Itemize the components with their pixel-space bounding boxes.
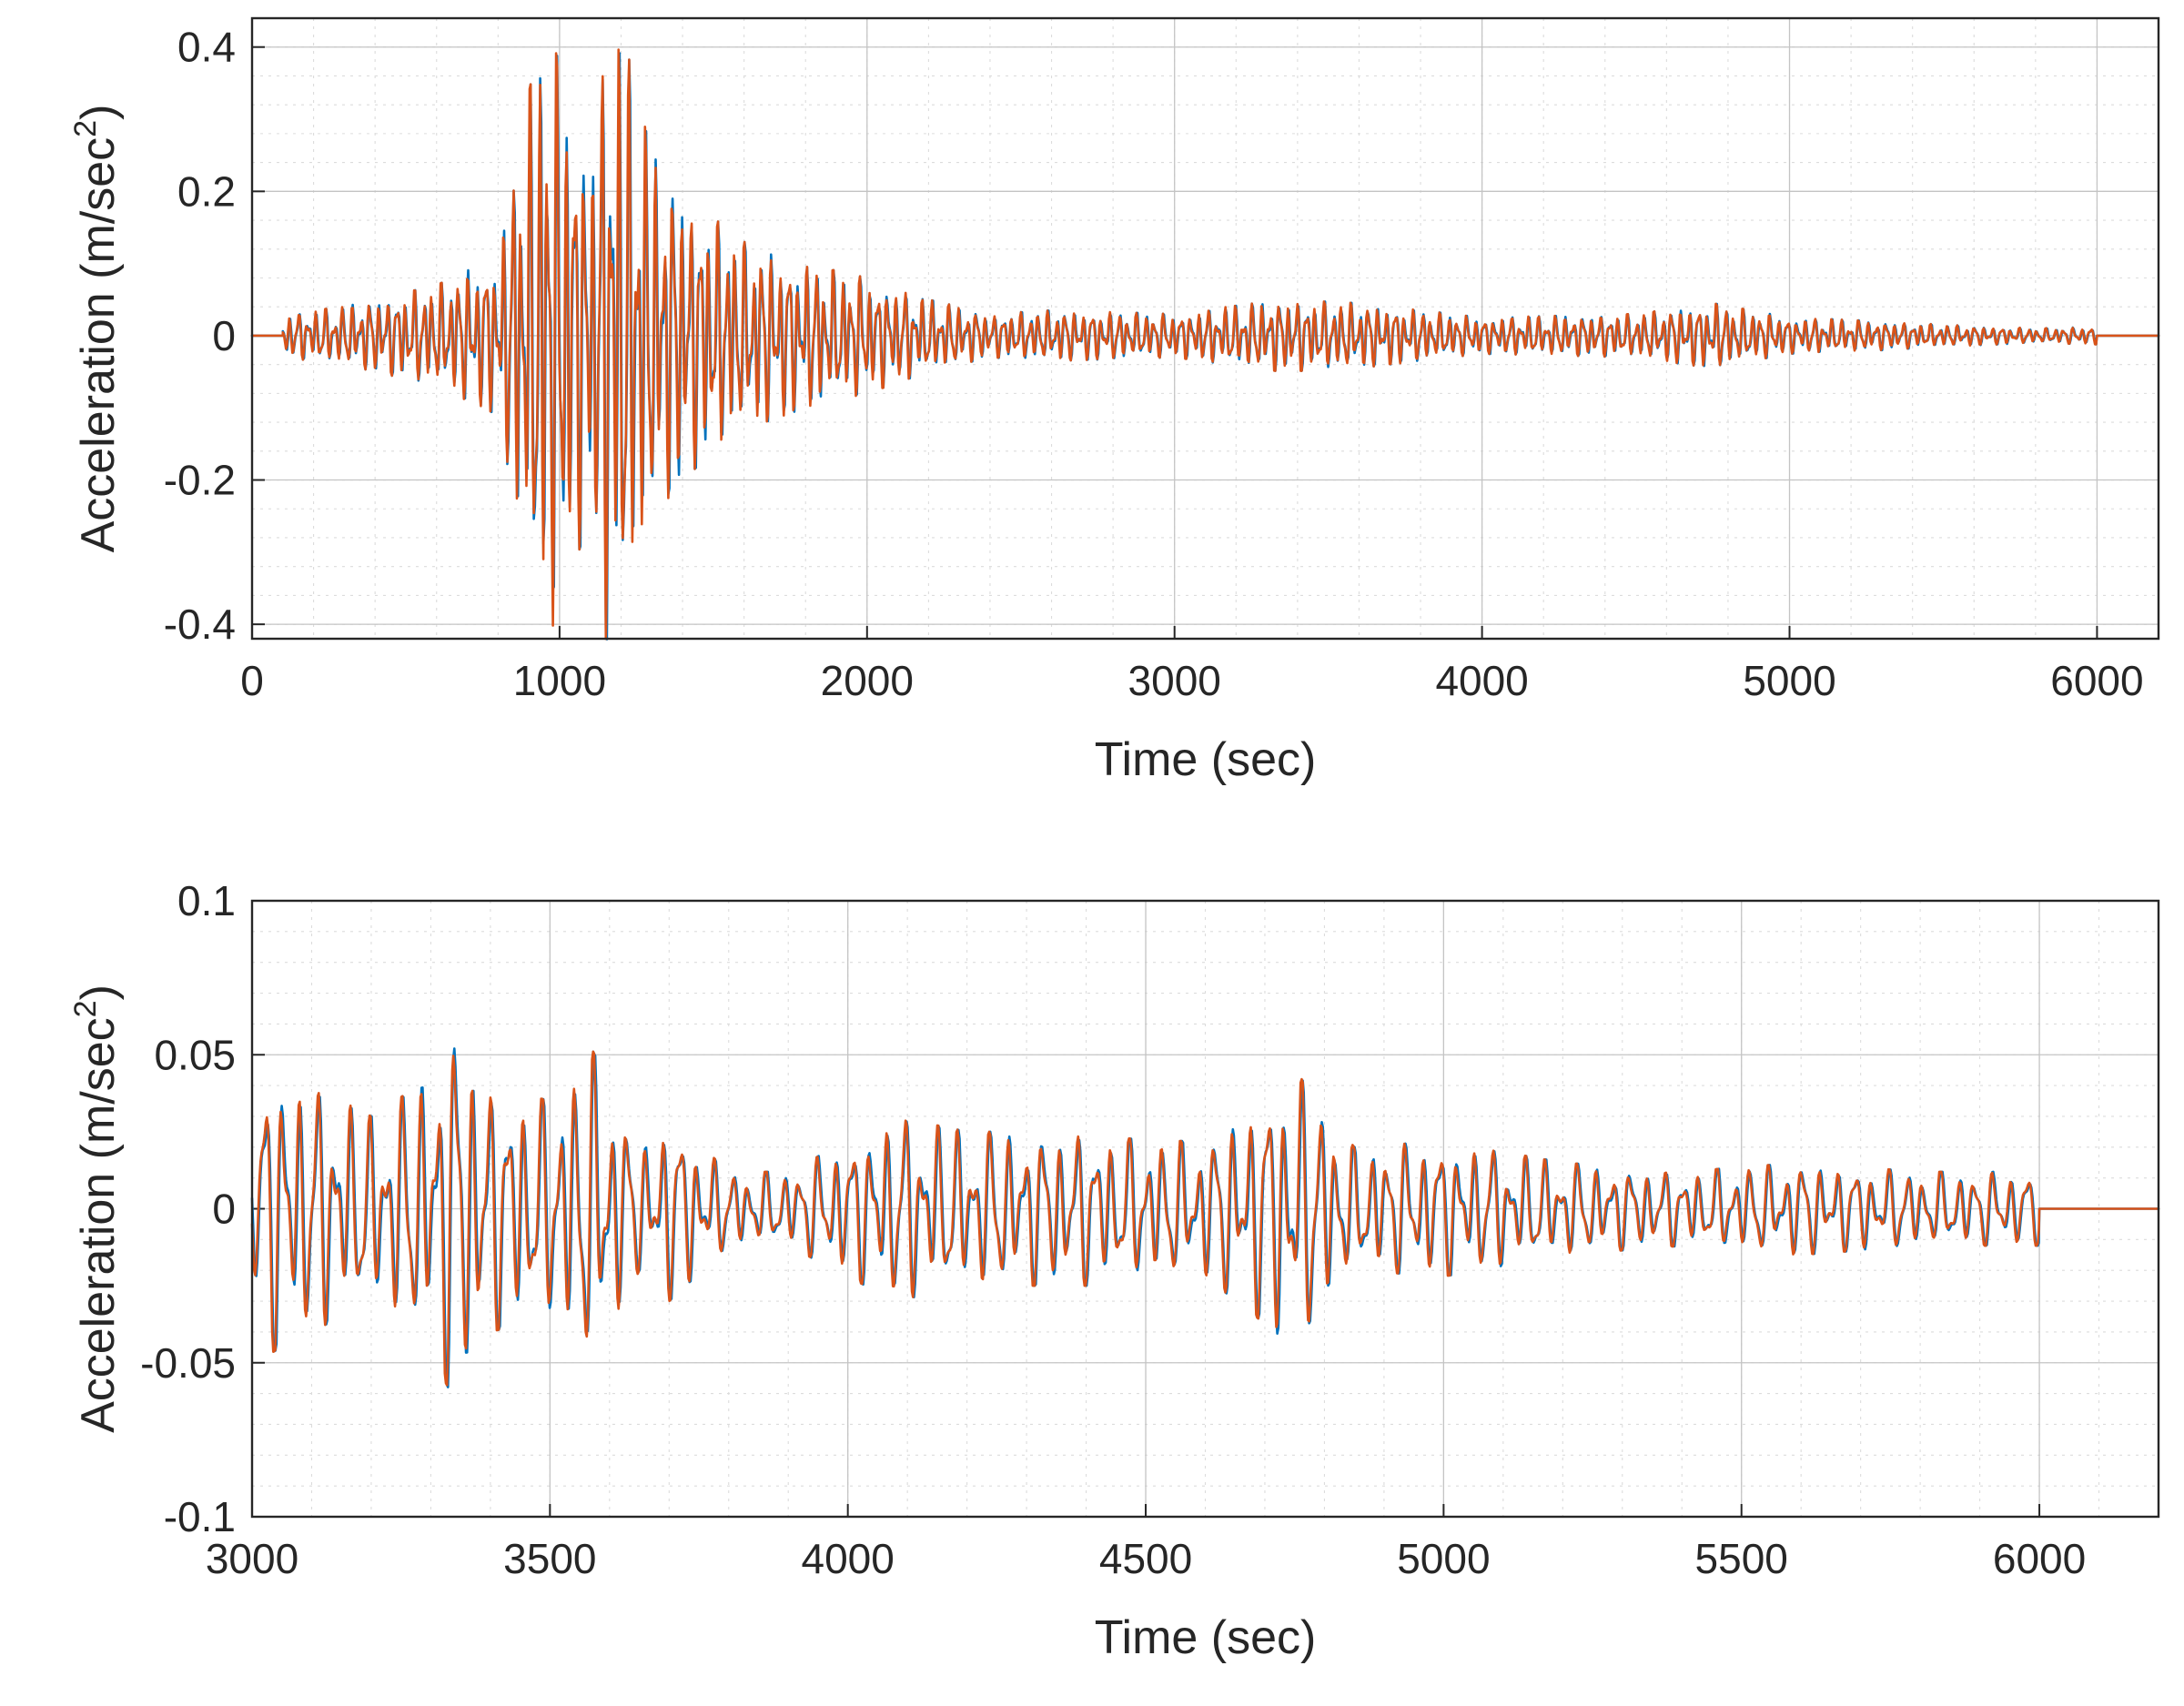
- y-tick-label: 0.1: [177, 877, 236, 924]
- x-tick-label: 4500: [1099, 1535, 1192, 1582]
- x-tick-label: 3500: [503, 1535, 596, 1582]
- y-tick-label: -0.2: [164, 457, 236, 504]
- plot-area-border: [250, 899, 2160, 1519]
- y-tick-label: -0.4: [164, 601, 236, 648]
- y-tick-label: 0: [212, 312, 236, 359]
- x-tick-label: 5000: [1743, 657, 1835, 704]
- x-tick-label: 6000: [2050, 657, 2143, 704]
- y-tick-label: 0.05: [154, 1031, 236, 1078]
- x-tick-label: 1000: [513, 657, 606, 704]
- y-tick-label: 0.4: [177, 24, 236, 71]
- y-tick-label: 0: [212, 1186, 236, 1233]
- plot-area-border: [250, 16, 2160, 641]
- x-tick-label: 4000: [1435, 657, 1528, 704]
- x-tick-label: 3000: [206, 1535, 298, 1582]
- x-tick-label: 4000: [802, 1535, 895, 1582]
- y-tick-label: -0.05: [140, 1339, 236, 1387]
- x-tick-label: 5000: [1397, 1535, 1490, 1582]
- chart-panel-2: 3000 3500 4000 4500 5000 5500 6000 -0.1 -0.05 0 0.…: [68, 877, 2160, 1664]
- x-tick-label: 3000: [1128, 657, 1221, 704]
- series-line-2: [250, 1050, 2160, 1387]
- x-axis-label: Time (sec): [1095, 733, 1317, 786]
- x-tick-label: 5500: [1695, 1535, 1788, 1582]
- series-line-2: [250, 48, 2160, 641]
- x-tick-label: 2000: [821, 657, 914, 704]
- y-tick-label: -0.1: [164, 1493, 236, 1540]
- y-axis-label: Acceleration (m/sec2): [68, 105, 125, 553]
- x-tick-label: 6000: [1993, 1535, 2086, 1582]
- chart-panel-1: 0 1000 2000 3000 4000 5000 6000 -0.4 -0.2 0 0.2 0.4…: [68, 16, 2160, 786]
- x-axis-label: Time (sec): [1095, 1611, 1317, 1664]
- x-tick-label: 0: [240, 657, 264, 704]
- y-axis-label: Acceleration (m/sec2): [68, 984, 125, 1433]
- y-tick-label: 0.2: [177, 167, 236, 215]
